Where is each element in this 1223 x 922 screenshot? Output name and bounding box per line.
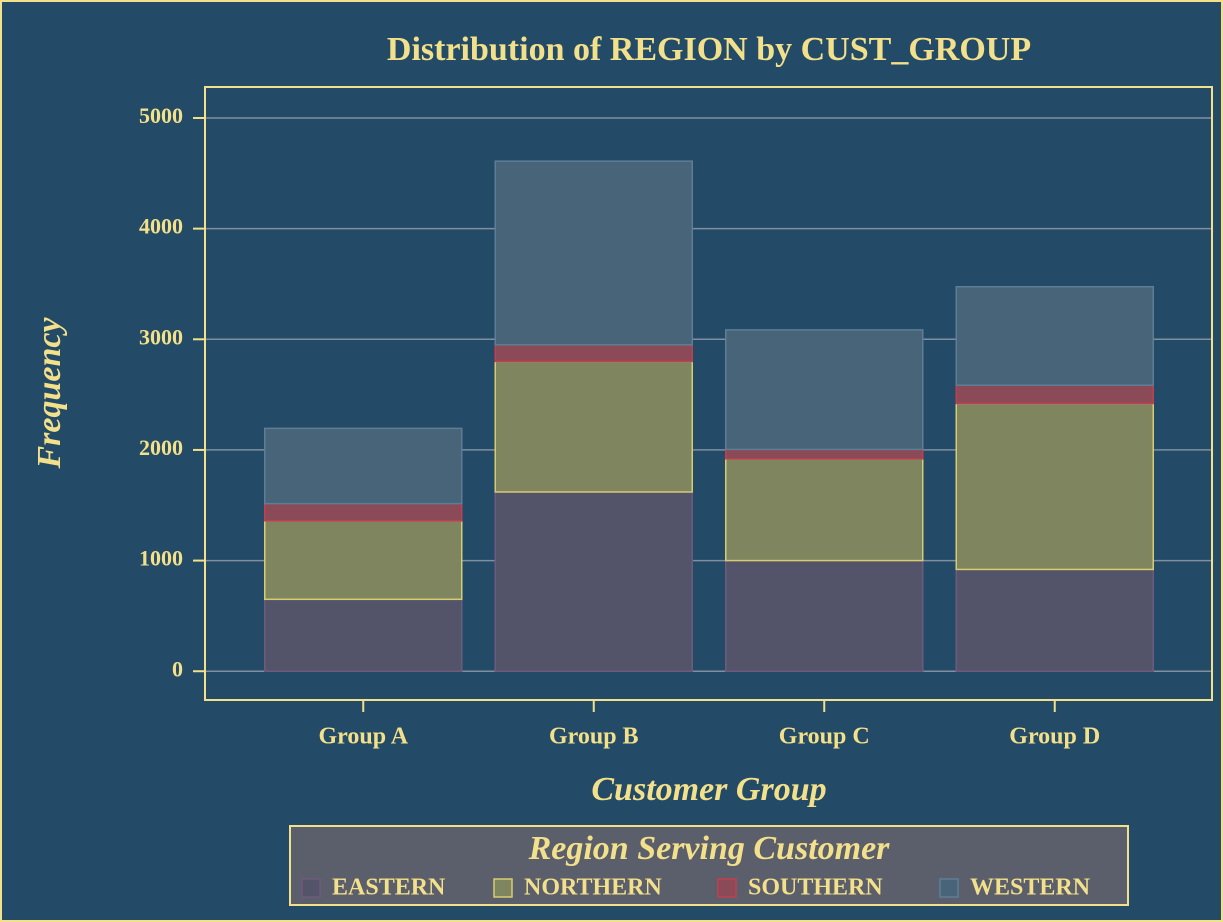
y-tick-label: 0 (172, 656, 183, 681)
x-tick-label: Group C (779, 724, 870, 750)
plot-frame (204, 86, 1213, 701)
legend-label: WESTERN (970, 875, 1091, 901)
bar-segment (725, 458, 924, 562)
x-tick-label: Group D (1009, 724, 1100, 750)
bar-segment (955, 384, 1154, 405)
legend-label: SOUTHERN (748, 875, 883, 901)
legend-box (289, 825, 1129, 906)
bar-segment (494, 160, 693, 346)
y-axis-label: Frequency (31, 317, 68, 470)
legend-swatch (301, 878, 321, 898)
legend-swatch (493, 878, 513, 898)
bar-segment (725, 448, 924, 460)
legend-label: EASTERN (332, 875, 446, 901)
bar-segment (264, 427, 463, 505)
x-axis-label: Customer Group (591, 771, 826, 808)
y-tick-label: 1000 (139, 546, 183, 571)
bar-segment (494, 360, 693, 493)
bar-segment (725, 329, 924, 451)
x-tick-label: Group B (549, 724, 639, 750)
legend-label: NORTHERN (524, 875, 663, 901)
legend-title: Region Serving Customer (528, 830, 891, 867)
bar-segment (494, 491, 693, 672)
y-tick-label: 3000 (139, 324, 183, 349)
y-tick-label: 2000 (139, 435, 183, 460)
bar-segment (264, 502, 463, 522)
bar-segment (955, 285, 1154, 386)
legend-swatch (717, 878, 737, 898)
bar-segment (955, 402, 1154, 571)
bar-segment (955, 568, 1154, 672)
x-tick-label: Group A (318, 724, 408, 750)
y-tick-label: 5000 (139, 103, 183, 128)
bar-segment (725, 559, 924, 672)
bar-segment (494, 344, 693, 363)
legend-swatch (939, 878, 959, 898)
bar-segment (264, 598, 463, 672)
chart-title: Distribution of REGION by CUST_GROUP (387, 31, 1031, 68)
bar-segment (264, 519, 463, 601)
y-tick-label: 4000 (139, 214, 183, 239)
